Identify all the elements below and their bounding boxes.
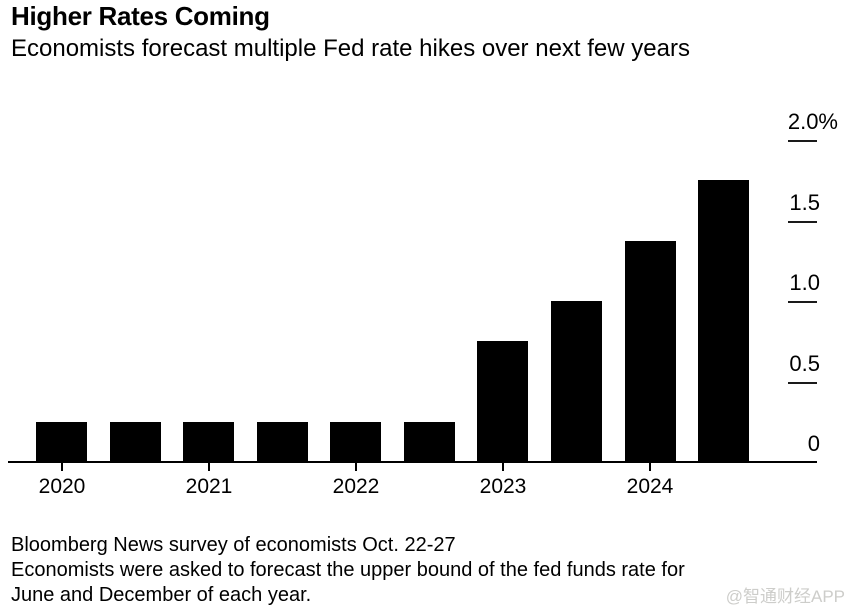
- x-axis-tick-label-2023: 2023: [479, 475, 527, 498]
- bar-2024-june: [625, 241, 676, 462]
- bar-2024-december: [698, 180, 749, 462]
- x-axis-tick-label-2021: 2021: [185, 475, 233, 498]
- x-axis-tick-mark: [61, 463, 63, 471]
- bar-2022-june: [330, 422, 381, 462]
- methodology-note-line-2: June and December of each year.: [11, 584, 312, 606]
- bar-2020-december: [110, 422, 161, 462]
- y-axis-tick-mark: [788, 382, 817, 384]
- x-axis-tick-mark: [502, 463, 504, 471]
- chart-title: Higher Rates Coming: [11, 1, 270, 31]
- bar-2021-december: [257, 422, 308, 462]
- x-axis-tick-label-2022: 2022: [332, 475, 380, 498]
- y-axis-tick-mark: [788, 140, 817, 142]
- x-axis-line: [8, 461, 817, 463]
- bar-2020-june: [36, 422, 87, 462]
- watermark: @智通财经APP: [725, 587, 845, 606]
- chart-subtitle: Economists forecast multiple Fed rate hi…: [11, 35, 690, 62]
- y-axis-tick-label: 0.5: [789, 351, 820, 376]
- bar-2023-december: [551, 301, 602, 462]
- y-axis-tick-label: 0: [807, 431, 820, 456]
- y-axis-tick-mark: [788, 221, 817, 223]
- methodology-note-line-1: Economists were asked to forecast the up…: [11, 559, 685, 581]
- x-axis-tick-mark: [355, 463, 357, 471]
- x-axis-tick-mark: [649, 463, 651, 471]
- source-note: Bloomberg News survey of economists Oct.…: [11, 534, 456, 556]
- x-axis-tick-label-2020: 2020: [38, 475, 86, 498]
- bar-2022-december: [404, 422, 455, 462]
- y-axis-tick-label: 2.0%: [787, 109, 838, 134]
- x-axis-tick-mark: [208, 463, 210, 471]
- y-axis-tick-label: 1.0: [789, 270, 820, 295]
- bar-2021-june: [183, 422, 234, 462]
- bar-2023-june: [477, 341, 528, 462]
- y-axis-tick-label: 1.5: [789, 190, 820, 215]
- x-axis-tick-label-2024: 2024: [626, 475, 674, 498]
- footnotes: Bloomberg News survey of economists Oct.…: [11, 533, 685, 608]
- y-axis-tick-mark: [788, 301, 817, 303]
